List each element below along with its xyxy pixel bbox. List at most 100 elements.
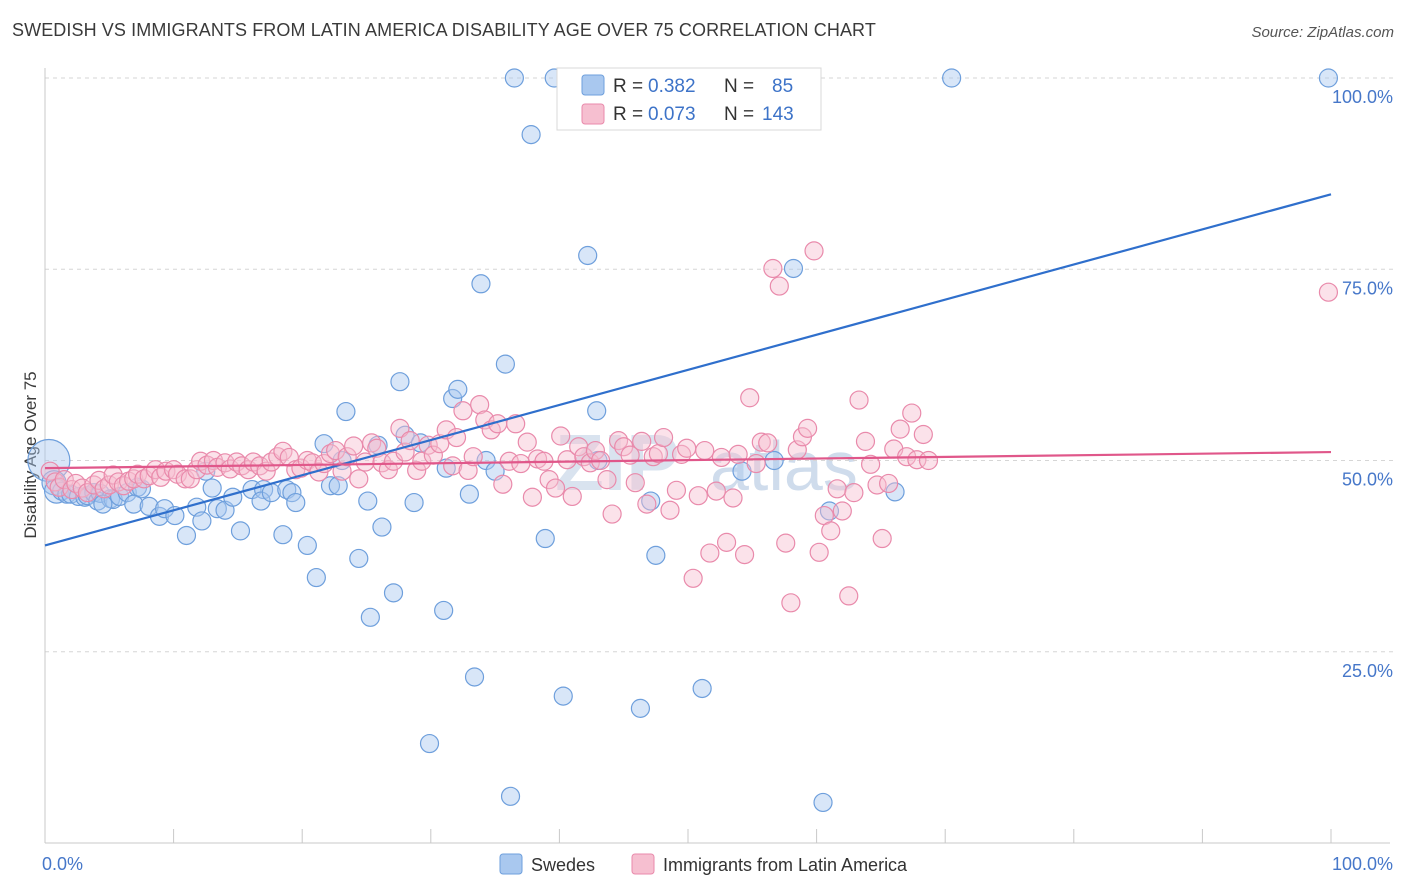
x-tick-label-1: 100.0%: [1332, 854, 1393, 874]
point-0-44: [320, 476, 341, 496]
point-1-96: [585, 440, 606, 461]
legend-n-value-swedes: 85: [772, 76, 793, 97]
point-0-20: [139, 496, 159, 516]
y-tick-label-3: 25.0%: [1342, 661, 1393, 681]
bottom-legend-label-swedes: Swedes: [531, 855, 595, 875]
point-0-70: [504, 68, 524, 88]
point-1-128: [769, 276, 789, 296]
point-1-146: [872, 528, 892, 549]
point-1-121: [728, 444, 748, 464]
point-1-117: [706, 481, 726, 501]
point-1-13: [108, 472, 128, 492]
point-1-122: [734, 544, 755, 565]
point-1-73: [453, 401, 473, 421]
trend-line-1: [44, 450, 1332, 470]
legend-swatch-latin-america: [581, 103, 605, 125]
point-0-88: [813, 792, 833, 813]
point-1-108: [653, 427, 674, 448]
point-1-99: [602, 504, 622, 524]
point-0-37: [273, 525, 293, 545]
point-0-74: [553, 686, 573, 706]
x-tick-labels: 0.0% 100.0%: [42, 854, 1393, 874]
point-1-138: [827, 479, 847, 499]
point-0-39: [282, 483, 302, 503]
point-1-155: [1318, 282, 1339, 302]
point-1-65: [407, 460, 427, 481]
point-1-3: [54, 470, 74, 490]
trend-line-0: [44, 193, 1332, 547]
point-1-92: [562, 486, 582, 507]
point-0-53: [383, 583, 404, 603]
legend-r-label-swedes: R =: [613, 76, 643, 97]
point-1-72: [446, 427, 467, 448]
point-0-38: [277, 479, 297, 500]
point-1-135: [809, 542, 829, 562]
point-0-92: [1318, 68, 1339, 88]
point-1-62: [390, 418, 410, 438]
trend-lines: [44, 193, 1332, 547]
point-1-124: [746, 453, 766, 474]
point-1-105: [637, 494, 657, 514]
point-0-76: [578, 245, 598, 266]
point-0-24: [176, 525, 197, 546]
point-1-140: [839, 586, 859, 606]
point-1-127: [763, 258, 783, 279]
point-1-90: [551, 426, 571, 446]
point-1-91: [557, 450, 577, 470]
point-0-32: [230, 521, 251, 541]
point-0-69: [500, 786, 521, 806]
point-0-42: [306, 567, 326, 588]
point-1-54: [344, 436, 364, 456]
point-1-143: [855, 431, 876, 451]
legend-n-label-latin-america: N =: [724, 104, 754, 125]
point-0-40: [286, 492, 306, 513]
point-0-57: [404, 492, 424, 513]
point-0-64: [464, 667, 485, 687]
point-1-137: [821, 521, 841, 541]
point-0-49: [358, 491, 378, 511]
y-axis-label: Disability Age Over 75: [21, 371, 40, 538]
point-1-0: [40, 461, 60, 481]
point-0-29: [207, 499, 227, 519]
point-1-109: [660, 500, 680, 520]
point-1-134: [804, 241, 824, 261]
point-1-113: [683, 568, 703, 588]
point-0-77: [587, 401, 607, 421]
point-0-62: [448, 379, 468, 399]
y-tick-label-1: 75.0%: [1342, 278, 1393, 298]
point-1-154: [918, 450, 939, 471]
point-1-55: [349, 469, 369, 489]
x-tick-label-0: 0.0%: [42, 854, 83, 874]
point-0-31: [223, 487, 243, 507]
bottom-legend-swatch-latin-america: [631, 853, 655, 875]
point-0-41: [297, 535, 317, 556]
bottom-legend: Swedes Immigrants from Latin America: [499, 853, 908, 875]
point-1-100: [608, 431, 629, 451]
legend-n-value-latin-america: 143: [762, 104, 794, 125]
legend-r-value-swedes: 0.382: [648, 76, 696, 97]
point-0-58: [419, 733, 440, 754]
point-1-130: [781, 593, 801, 613]
point-0-43: [314, 434, 334, 454]
point-0-55: [390, 372, 410, 392]
point-1-115: [695, 440, 715, 461]
point-1-118: [711, 447, 732, 468]
point-1-111: [671, 444, 692, 464]
point-1-75: [463, 447, 483, 467]
point-0-28: [202, 478, 222, 498]
point-1-76: [470, 395, 490, 415]
point-0-65: [471, 274, 491, 294]
point-1-147: [879, 473, 899, 494]
legend-swatch-swedes: [581, 74, 605, 96]
point-1-125: [751, 432, 771, 452]
axes: [44, 68, 1390, 844]
point-1-89: [545, 478, 566, 498]
y-tick-labels: 100.0% 75.0% 50.0% 25.0%: [1332, 87, 1393, 681]
point-1-71: [443, 456, 463, 476]
point-1-57: [362, 433, 382, 453]
chart-title: SWEDISH VS IMMIGRANTS FROM LATIN AMERICA…: [12, 20, 876, 40]
point-1-141: [844, 483, 864, 503]
point-1-103: [625, 473, 645, 493]
legend-n-label-swedes: N =: [724, 76, 754, 97]
